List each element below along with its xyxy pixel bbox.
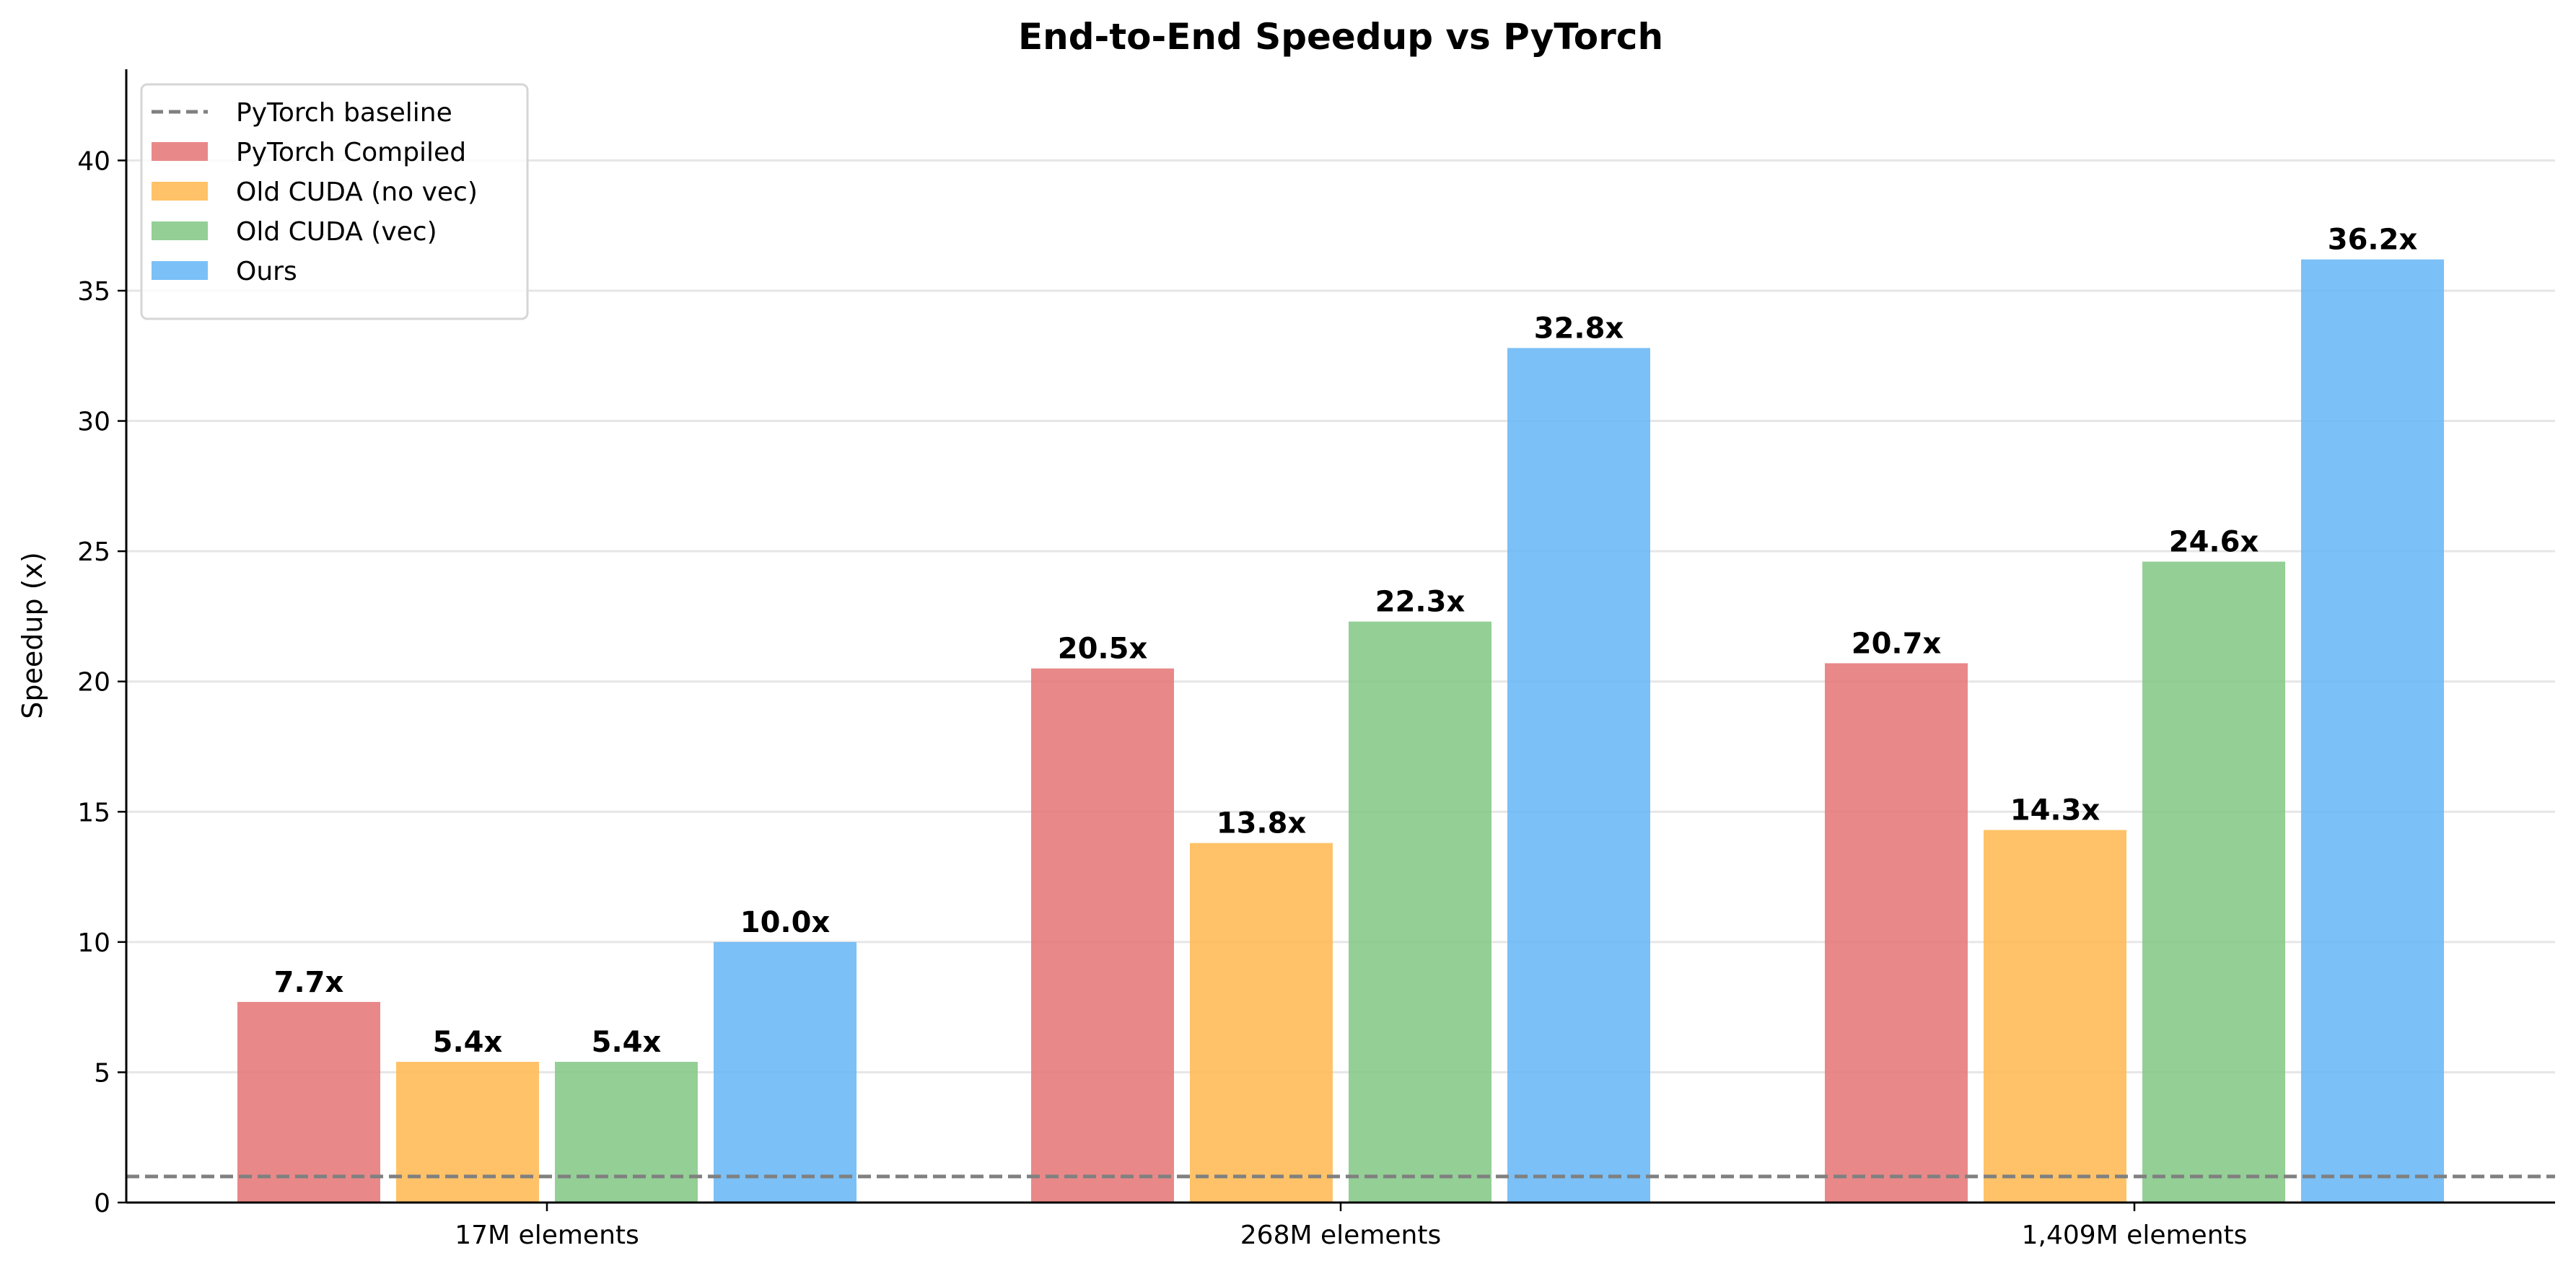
bar-value-label: 5.4x: [433, 1026, 503, 1059]
y-tick-label: 0: [94, 1189, 110, 1218]
bar-value-label: 7.7x: [274, 966, 344, 999]
bar: [555, 1061, 698, 1203]
y-tick-label: 5: [94, 1058, 110, 1088]
legend-label: Old CUDA (no vec): [236, 177, 478, 207]
bar: [1507, 348, 1650, 1203]
bar: [1984, 830, 2126, 1203]
y-axis-label: Speedup (x): [17, 552, 48, 719]
legend: PyTorch baseline PyTorch Compiled Old CUDA…: [140, 83, 529, 320]
y-tick-label: 10: [77, 928, 110, 958]
legend-label: Ours: [236, 257, 297, 286]
legend-label: PyTorch Compiled: [236, 138, 466, 167]
legend-swatch-icon: [152, 221, 208, 240]
bar-value-label: 20.7x: [1852, 627, 1942, 660]
bar: [1190, 843, 1333, 1203]
bar: [396, 1061, 539, 1203]
y-tick-label: 20: [77, 668, 110, 698]
bar-value-label: 5.4x: [592, 1026, 662, 1059]
gridlines: [126, 159, 2555, 1073]
y-tick-label: 25: [77, 537, 110, 567]
bars: 7.7x 20.5x 20.7x 5.4x 13.8x 14.3x 5.4x 22.3x 24.…: [237, 224, 2444, 1203]
chart-title: End-to-End Speedup vs PyTorch: [1018, 16, 1663, 58]
bar: [2301, 259, 2444, 1203]
bar-value-label: 24.6x: [2169, 526, 2259, 559]
bar: [237, 1001, 380, 1203]
bar: [1349, 621, 1491, 1203]
bar-value-label: 32.8x: [1534, 312, 1624, 345]
bar: [1031, 668, 1174, 1203]
bar-value-label: 22.3x: [1375, 586, 1466, 619]
legend-swatch-icon: [152, 142, 208, 161]
y-tick-label: 30: [77, 408, 110, 437]
bar: [1825, 663, 1968, 1203]
bar-value-label: 36.2x: [2328, 224, 2418, 257]
y-tick-label: 35: [77, 277, 110, 307]
x-tick-label: 1,409M elements: [2022, 1221, 2248, 1250]
axes: 0 5 10 15 20 25 30 35 40 17M elements 268M element…: [77, 69, 2555, 1250]
x-tick-label: 17M elements: [455, 1221, 639, 1250]
bar: [714, 941, 857, 1203]
legend-label: PyTorch baseline: [236, 98, 452, 128]
bar-value-label: 10.0x: [740, 906, 831, 939]
bar-value-label: 13.8x: [1217, 807, 1307, 840]
y-tick-label: 15: [77, 798, 110, 827]
x-tick-label: 268M elements: [1240, 1221, 1441, 1250]
legend-box: [140, 83, 529, 320]
y-tick-label: 40: [77, 146, 110, 176]
legend-swatch-icon: [152, 182, 208, 201]
legend-swatch-icon: [152, 261, 208, 280]
bar: [2142, 561, 2285, 1203]
bar-value-label: 14.3x: [2010, 794, 2100, 827]
bar-value-label: 20.5x: [1058, 633, 1148, 666]
legend-label: Old CUDA (vec): [236, 217, 437, 247]
